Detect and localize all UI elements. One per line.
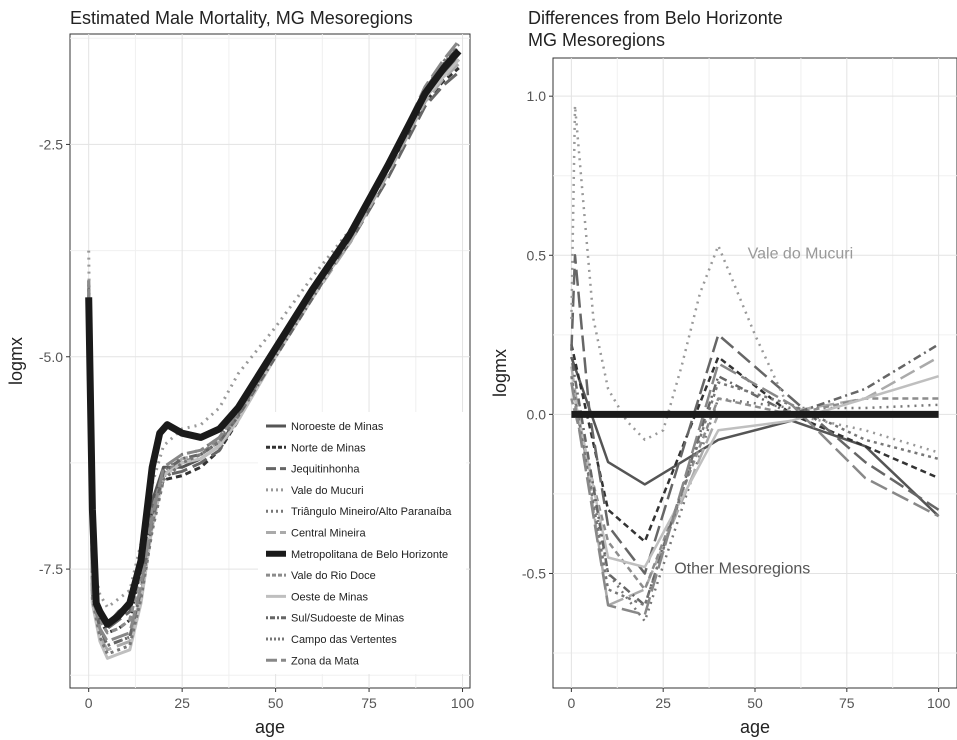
right-annotations: Vale do Mucuri Other Mesoregions xyxy=(674,245,853,577)
right-y-axis-label: logmx xyxy=(490,349,510,397)
legend-label: Noroeste de Minas xyxy=(291,421,384,433)
left-x-tick-label: 75 xyxy=(361,695,377,711)
left-x-tick-label: 100 xyxy=(451,695,475,711)
right-y-tick-label: 0.0 xyxy=(527,406,547,422)
right-series-oeste-de-minas xyxy=(570,375,939,569)
left-y-axis-label: logmx xyxy=(6,337,26,385)
annotation-label: Other Mesoregions xyxy=(674,560,810,577)
right-x-tick-label: 100 xyxy=(927,695,951,711)
left-x-axis-label: age xyxy=(255,717,285,737)
right-y-tick-label: 1.0 xyxy=(527,88,547,104)
left-ticks: 0 25 50 75 100 -2.5 -5.0 -7.5 xyxy=(39,136,475,711)
legend-label: Sul/Sudoeste de Minas xyxy=(291,613,405,625)
legend-label: Norte de Minas xyxy=(291,442,366,454)
right-panel: Differences from Belo Horizonte MG Mesor… xyxy=(490,8,957,737)
right-x-tick-label: 75 xyxy=(839,695,855,711)
left-panel: Estimated Male Mortality, MG Mesoregions… xyxy=(6,8,474,737)
right-chart-title: Differences from Belo Horizonte xyxy=(528,8,783,28)
right-series-zona-da-mata xyxy=(570,362,940,617)
right-series-jequitinhonha xyxy=(570,254,940,575)
left-series-metropolitana-de-belo-horizonte xyxy=(85,48,462,628)
right-chart-subtitle: MG Mesoregions xyxy=(528,30,665,50)
right-series-campo-das-vertentes xyxy=(570,375,939,607)
legend-label: Vale do Mucuri xyxy=(291,485,364,497)
left-y-tick-label: -7.5 xyxy=(39,561,63,577)
right-y-tick-label: 0.5 xyxy=(527,247,547,263)
left-chart-title: Estimated Male Mortality, MG Mesoregions xyxy=(70,8,413,28)
legend-label: Central Mineira xyxy=(291,528,366,540)
right-x-tick-label: 25 xyxy=(655,695,671,711)
right-grid xyxy=(553,58,957,688)
annotation-label: Vale do Mucuri xyxy=(748,245,854,262)
legend-label: Metropolitana de Belo Horizonte xyxy=(291,549,448,561)
legend-label: Triângulo Mineiro/Alto Paranaíba xyxy=(291,506,452,518)
right-ticks: 0 25 50 75 100 1.0 0.5 0.0 -0.5 xyxy=(522,88,951,711)
left-x-tick-label: 50 xyxy=(268,695,284,711)
left-series-group xyxy=(85,39,462,660)
left-x-tick-label: 0 xyxy=(85,695,93,711)
left-series-central-mineira xyxy=(87,62,460,652)
left-y-tick-label: -5.0 xyxy=(39,349,63,365)
left-legend: Noroeste de Minas Norte de Minas Jequitinh… xyxy=(258,412,466,674)
left-x-tick-label: 25 xyxy=(174,695,190,711)
left-y-tick-label: -2.5 xyxy=(39,136,63,152)
right-x-axis-label: age xyxy=(740,717,770,737)
legend-label: Oeste de Minas xyxy=(291,591,369,603)
legend-background xyxy=(258,412,466,674)
legend-label: Campo das Vertentes xyxy=(291,634,397,646)
legend-label: Zona da Mata xyxy=(291,655,360,667)
legend-label: Jequitinhonha xyxy=(291,464,360,476)
legend-label: Vale do Rio Doce xyxy=(291,570,376,582)
right-series-noroeste-de-minas xyxy=(570,356,940,518)
right-series-group xyxy=(570,104,940,623)
right-series-vale-do-mucuri xyxy=(570,104,939,454)
right-x-tick-label: 0 xyxy=(567,695,575,711)
right-y-tick-label: -0.5 xyxy=(522,565,546,581)
right-x-tick-label: 50 xyxy=(747,695,763,711)
